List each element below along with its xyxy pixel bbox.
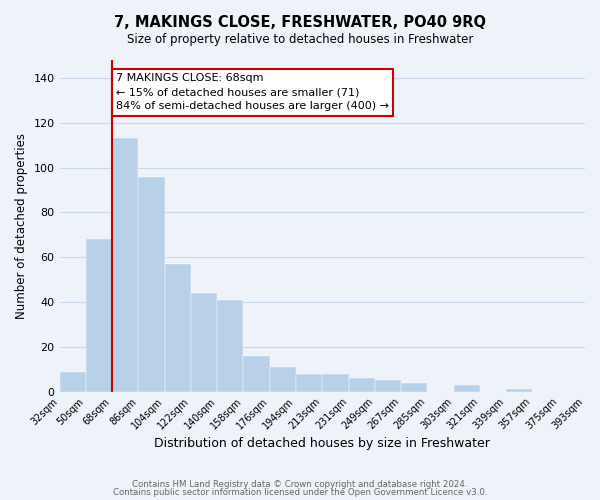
X-axis label: Distribution of detached houses by size in Freshwater: Distribution of detached houses by size … (154, 437, 490, 450)
Text: Contains public sector information licensed under the Open Government Licence v3: Contains public sector information licen… (113, 488, 487, 497)
Bar (349, 378, 375, 392)
Bar (401, 382, 427, 392)
Bar (375, 380, 401, 392)
Bar (506, 390, 532, 392)
Text: Contains HM Land Registry data © Crown copyright and database right 2024.: Contains HM Land Registry data © Crown c… (132, 480, 468, 489)
Bar (454, 385, 480, 392)
Y-axis label: Number of detached properties: Number of detached properties (15, 133, 28, 319)
Text: 7 MAKINGS CLOSE: 68sqm
← 15% of detached houses are smaller (71)
84% of semi-det: 7 MAKINGS CLOSE: 68sqm ← 15% of detached… (116, 74, 389, 112)
Bar (139, 176, 164, 392)
Bar (191, 293, 217, 392)
Bar (296, 374, 322, 392)
Bar (59, 372, 86, 392)
Bar (244, 356, 270, 392)
Text: Size of property relative to detached houses in Freshwater: Size of property relative to detached ho… (127, 32, 473, 46)
Bar (322, 374, 349, 392)
Bar (86, 240, 112, 392)
Text: 7, MAKINGS CLOSE, FRESHWATER, PO40 9RQ: 7, MAKINGS CLOSE, FRESHWATER, PO40 9RQ (114, 15, 486, 30)
Bar (112, 138, 139, 392)
Bar (270, 367, 296, 392)
Bar (217, 300, 244, 392)
Bar (164, 264, 191, 392)
